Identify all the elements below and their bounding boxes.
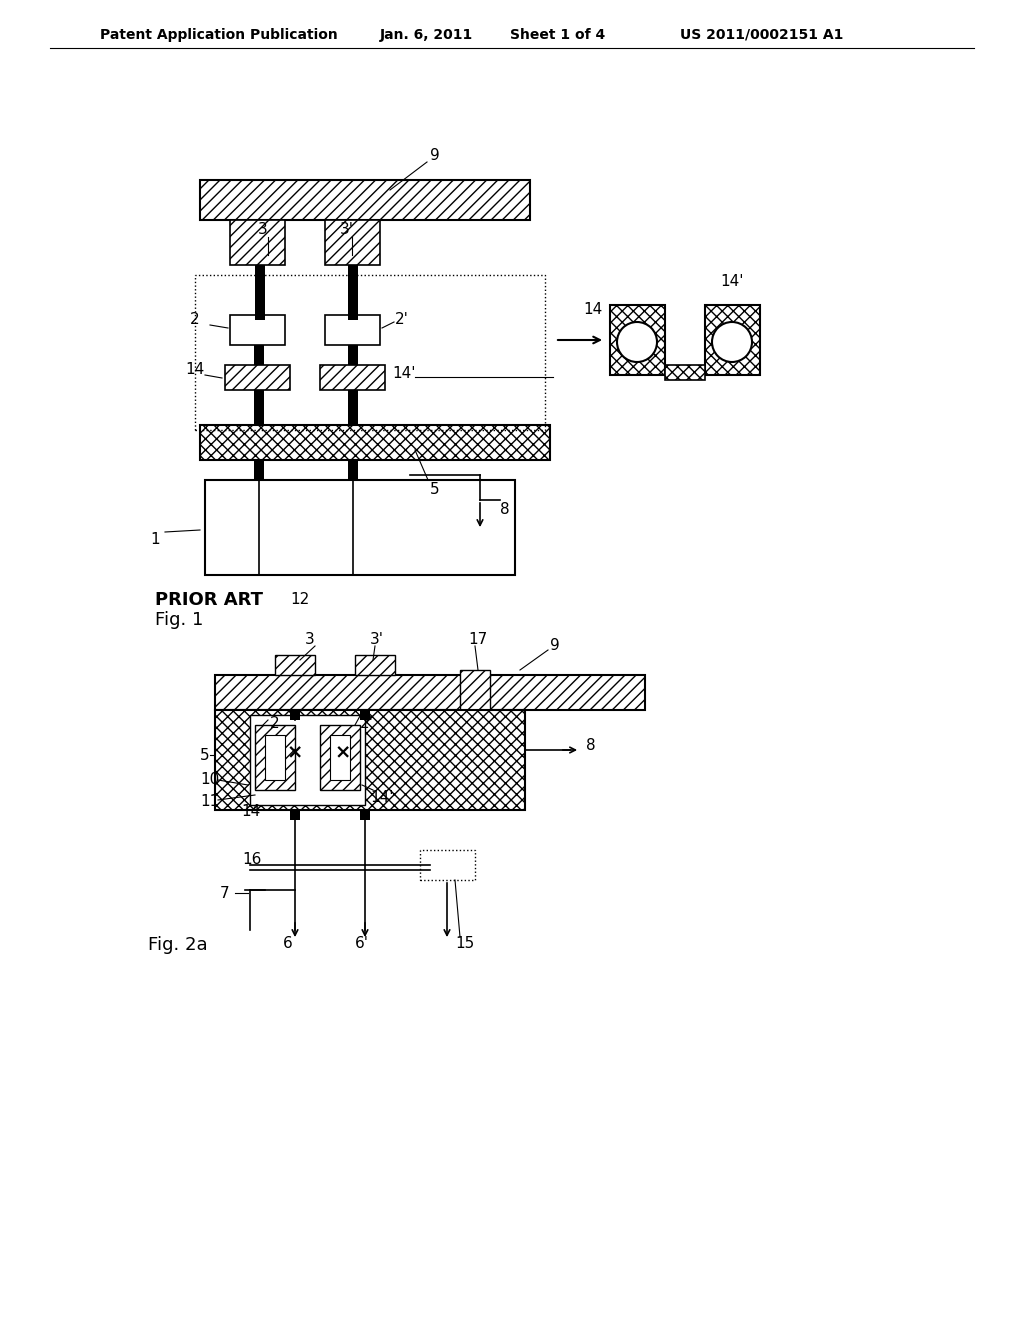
Text: 5: 5 bbox=[200, 747, 210, 763]
Text: 3: 3 bbox=[258, 223, 267, 238]
Bar bbox=[230, 315, 285, 345]
Text: ×: × bbox=[335, 743, 351, 763]
Text: 16: 16 bbox=[242, 853, 261, 867]
Text: 14': 14' bbox=[720, 275, 743, 289]
Text: 12: 12 bbox=[290, 593, 309, 607]
Bar bbox=[360, 710, 370, 719]
Bar bbox=[200, 180, 530, 220]
Bar bbox=[348, 345, 358, 366]
Bar bbox=[348, 459, 358, 480]
Bar bbox=[348, 265, 358, 319]
Bar bbox=[325, 220, 380, 265]
Text: 11: 11 bbox=[200, 795, 219, 809]
Text: 9: 9 bbox=[550, 638, 560, 652]
Bar bbox=[348, 389, 358, 425]
Text: 2': 2' bbox=[360, 717, 374, 731]
Bar bbox=[610, 305, 665, 375]
Bar bbox=[254, 389, 264, 425]
Bar bbox=[255, 265, 265, 319]
Text: 14: 14 bbox=[583, 302, 602, 318]
Text: 5: 5 bbox=[430, 483, 439, 498]
Text: 14: 14 bbox=[185, 363, 204, 378]
Text: 1: 1 bbox=[150, 532, 160, 548]
Text: 14: 14 bbox=[241, 804, 260, 820]
Text: 10: 10 bbox=[200, 772, 219, 788]
Text: 2: 2 bbox=[270, 717, 280, 731]
Bar bbox=[215, 710, 525, 810]
Text: 2': 2' bbox=[395, 313, 409, 327]
Bar bbox=[290, 810, 300, 820]
Bar bbox=[200, 425, 550, 459]
Text: 2: 2 bbox=[190, 313, 200, 327]
Bar bbox=[254, 459, 264, 480]
Text: 7: 7 bbox=[220, 886, 229, 900]
Text: Sheet 1 of 4: Sheet 1 of 4 bbox=[510, 28, 605, 42]
Bar bbox=[290, 710, 300, 719]
Bar bbox=[325, 315, 380, 345]
Text: Jan. 6, 2011: Jan. 6, 2011 bbox=[380, 28, 473, 42]
Text: PRIOR ART: PRIOR ART bbox=[155, 591, 263, 609]
Bar bbox=[665, 366, 705, 380]
Bar bbox=[360, 810, 370, 820]
Bar bbox=[250, 715, 365, 805]
Bar bbox=[195, 275, 545, 430]
Text: 14': 14' bbox=[392, 366, 416, 380]
Bar bbox=[330, 735, 350, 780]
Bar bbox=[254, 345, 264, 366]
Text: Fig. 2a: Fig. 2a bbox=[148, 936, 208, 954]
Text: 8: 8 bbox=[500, 503, 510, 517]
Bar bbox=[460, 671, 490, 715]
Bar bbox=[265, 735, 285, 780]
Bar bbox=[705, 305, 760, 375]
Bar bbox=[355, 655, 395, 675]
Text: 9: 9 bbox=[430, 148, 439, 162]
Text: ×: × bbox=[287, 743, 303, 763]
Text: 17: 17 bbox=[468, 632, 487, 648]
Bar bbox=[230, 220, 285, 265]
Bar bbox=[215, 675, 645, 710]
Text: Fig. 1: Fig. 1 bbox=[155, 611, 204, 630]
Bar bbox=[275, 655, 315, 675]
Text: 8: 8 bbox=[586, 738, 596, 752]
Text: US 2011/0002151 A1: US 2011/0002151 A1 bbox=[680, 28, 844, 42]
Bar bbox=[205, 480, 515, 576]
Text: 6': 6' bbox=[355, 936, 369, 952]
Circle shape bbox=[617, 322, 657, 362]
Bar bbox=[420, 850, 475, 880]
Bar bbox=[255, 725, 295, 789]
Text: 14': 14' bbox=[370, 791, 393, 805]
Text: 3': 3' bbox=[370, 632, 384, 648]
Text: 15: 15 bbox=[455, 936, 474, 952]
Circle shape bbox=[712, 322, 752, 362]
Bar bbox=[319, 366, 385, 389]
Text: 3: 3 bbox=[305, 632, 314, 648]
Text: 6: 6 bbox=[283, 936, 293, 952]
Bar bbox=[319, 725, 360, 789]
Text: Patent Application Publication: Patent Application Publication bbox=[100, 28, 338, 42]
Bar bbox=[225, 366, 290, 389]
Text: 3': 3' bbox=[340, 223, 354, 238]
